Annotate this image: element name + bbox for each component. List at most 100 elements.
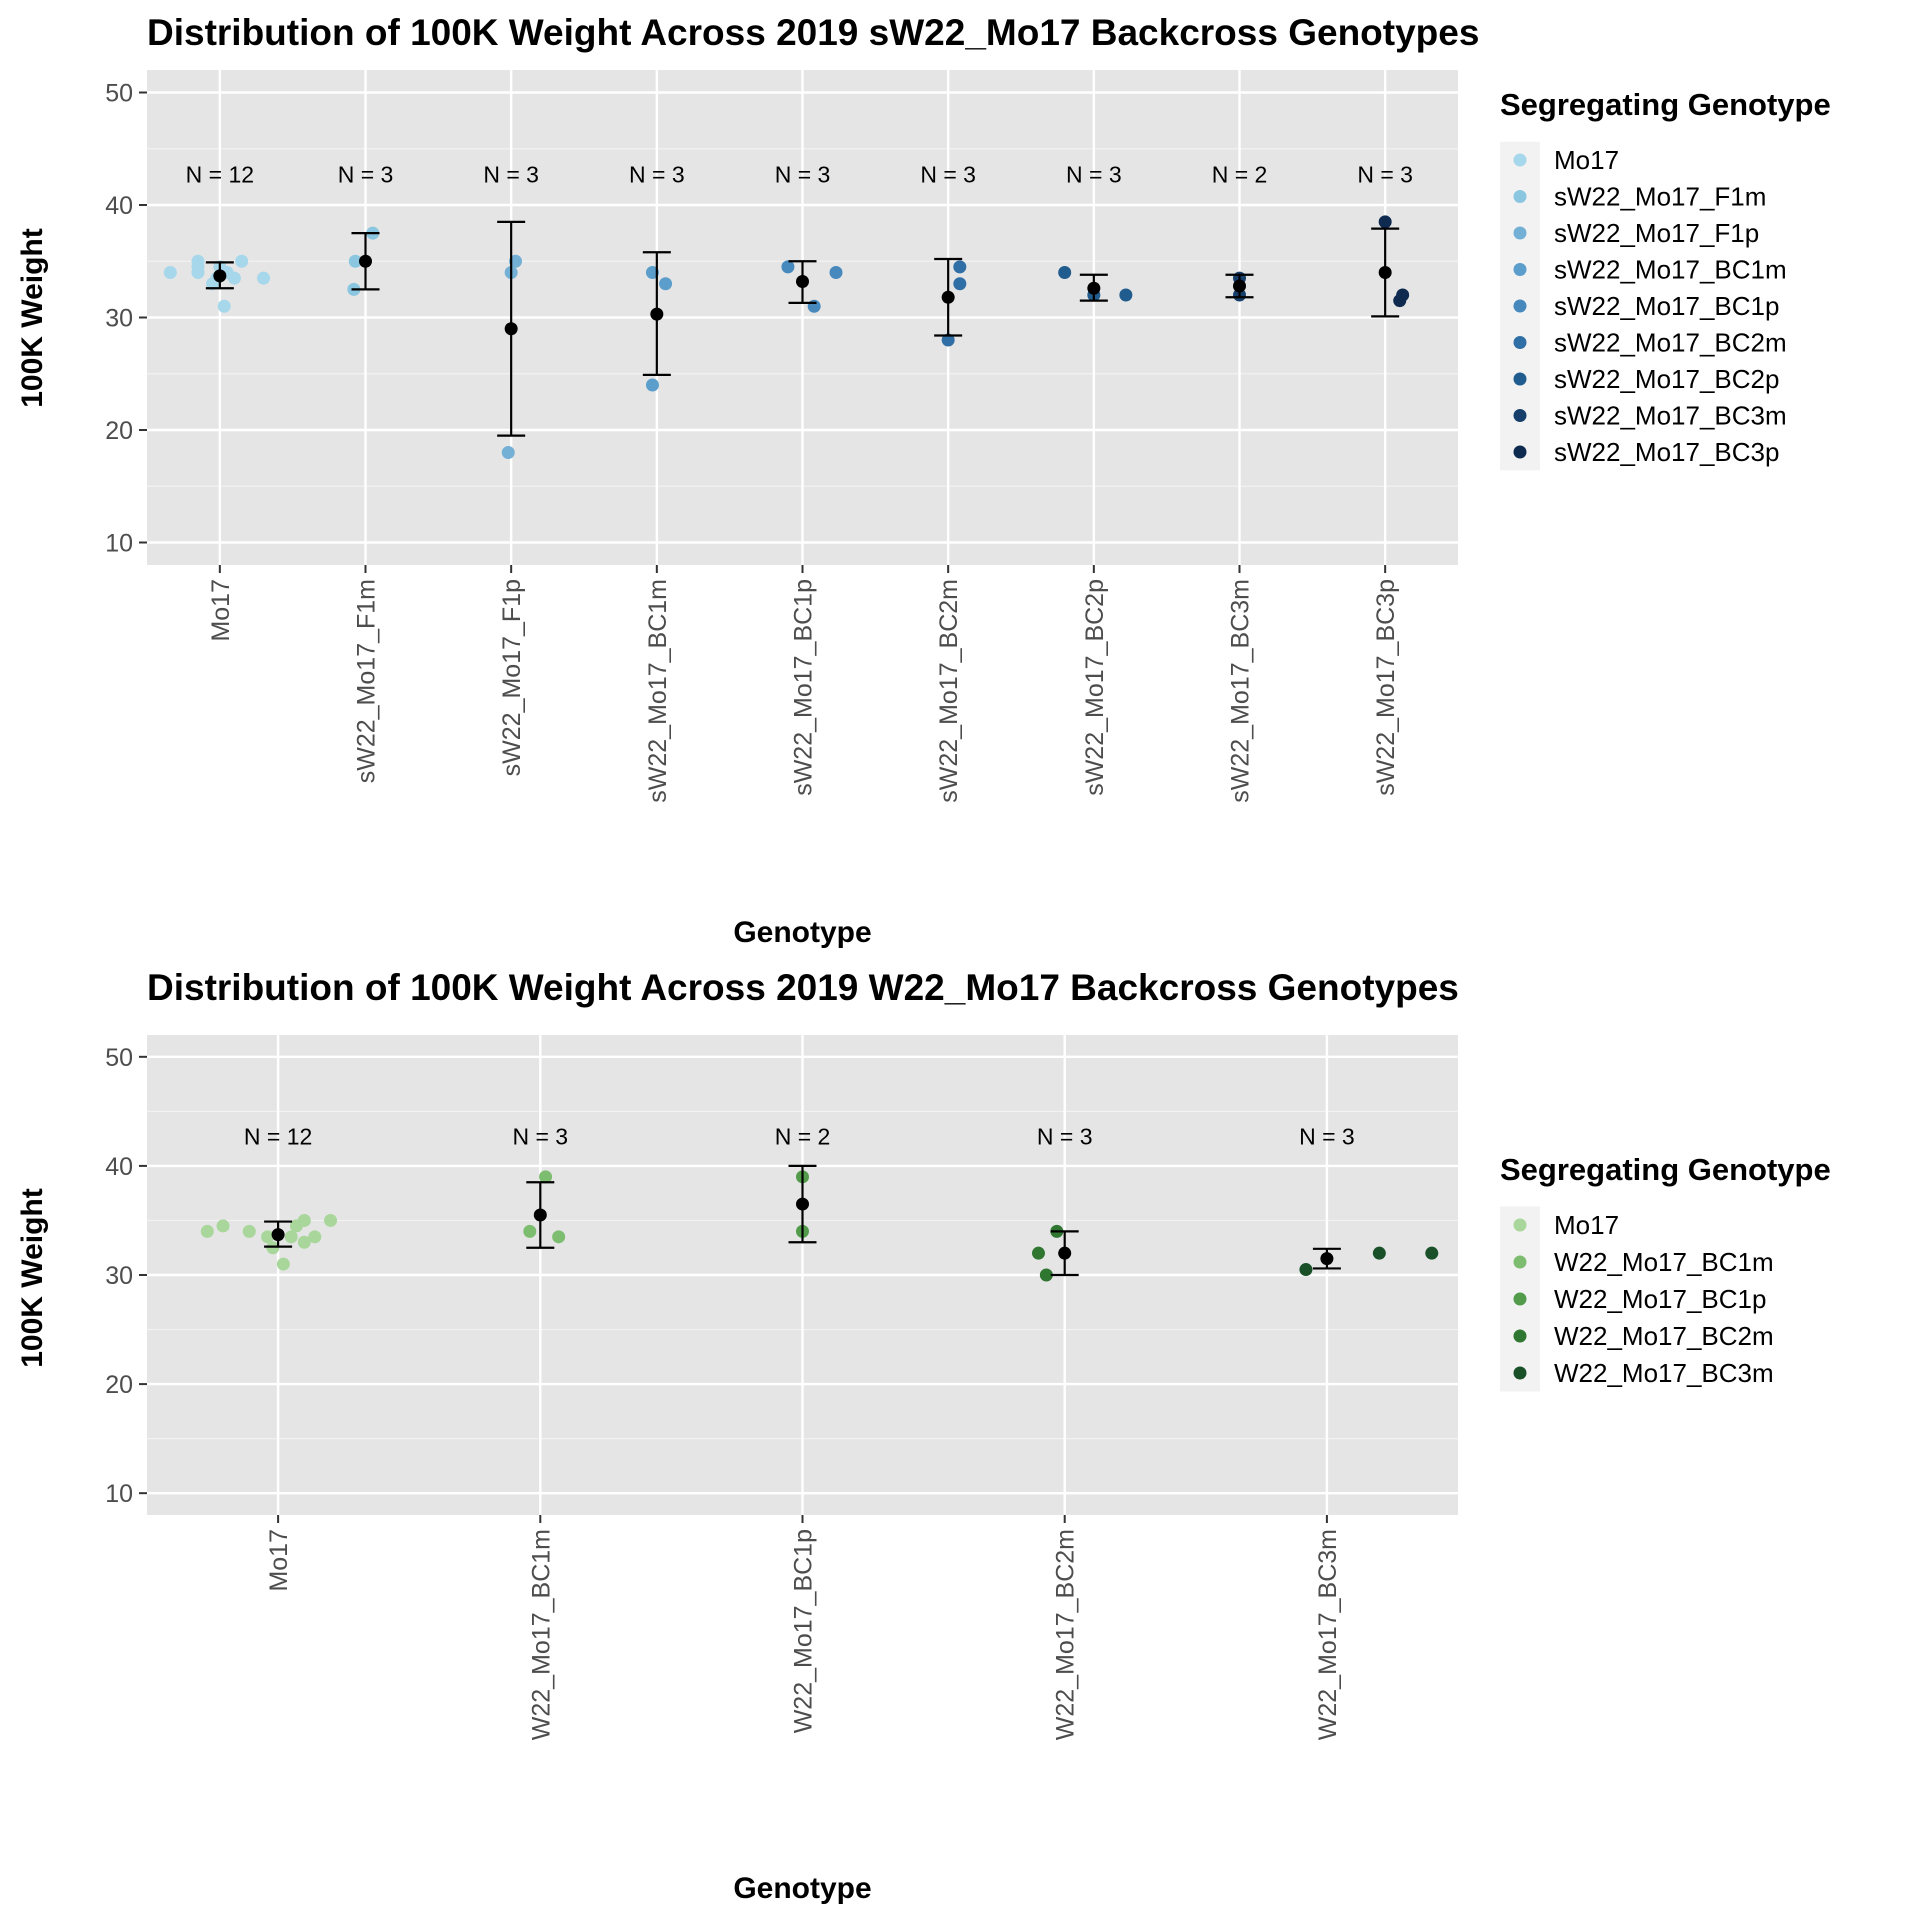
data-point (348, 254, 362, 268)
mean-point (1378, 266, 1392, 279)
legend-key (1513, 153, 1527, 167)
x-tick-label: sW22_Mo17_BC2m (935, 579, 963, 803)
chart-title: Distribution of 100K Weight Across 2019 … (147, 12, 1479, 53)
mean-point (504, 322, 518, 336)
top-chart-svg: Distribution of 100K Weight Across 2019 … (16, 12, 1831, 949)
legend-label: W22_Mo17_BC3m (1554, 1358, 1774, 1388)
n-count-label: N = 3 (629, 162, 685, 188)
data-point (242, 1224, 256, 1238)
data-point (235, 254, 249, 268)
legend-label: sW22_Mo17_F1p (1554, 218, 1759, 248)
data-point (216, 1219, 230, 1233)
legend-key (1513, 263, 1527, 276)
data-point (953, 277, 967, 291)
mean-point (1087, 281, 1101, 295)
data-point (501, 446, 515, 459)
data-point (276, 1257, 290, 1271)
data-point (1119, 288, 1133, 302)
y-tick-label: 20 (105, 417, 133, 445)
mean-point (650, 307, 664, 321)
data-point (308, 1230, 322, 1244)
data-point (509, 254, 523, 268)
x-axis-title: Genotype (733, 1872, 871, 1905)
legend-key (1513, 336, 1527, 349)
n-count-label: N = 3 (1066, 162, 1122, 188)
x-tick-label: sW22_Mo17_BC2p (1081, 579, 1109, 796)
x-tick-label: Mo17 (207, 579, 235, 642)
data-point (261, 1230, 275, 1244)
data-point (1058, 266, 1072, 279)
data-point (1378, 215, 1392, 229)
n-count-label: N = 3 (1037, 1123, 1093, 1149)
mean-point (1058, 1246, 1072, 1260)
x-tick-label: sW22_Mo17_F1m (353, 579, 381, 783)
y-tick-label: 30 (105, 1262, 133, 1290)
data-point (829, 266, 843, 279)
mean-point (213, 269, 227, 283)
x-tick-label: W22_Mo17_BC3m (1314, 1529, 1342, 1740)
data-point (1396, 288, 1410, 302)
bottom-chart-panel: Distribution of 100K Weight Across 2019 … (0, 960, 1920, 1920)
x-tick-label: Mo17 (265, 1529, 293, 1592)
x-tick-label: sW22_Mo17_BC1p (790, 579, 818, 796)
legend-label: sW22_Mo17_BC2m (1554, 328, 1787, 358)
data-point (953, 260, 967, 274)
mean-point (796, 275, 809, 288)
legend-label: W22_Mo17_BC1p (1554, 1284, 1766, 1314)
legend-title: Segregating Genotype (1500, 1152, 1831, 1187)
n-count-label: N = 3 (1299, 1123, 1355, 1149)
x-tick-label: sW22_Mo17_F1p (498, 579, 526, 776)
legend-label: W22_Mo17_BC2m (1554, 1321, 1774, 1351)
n-count-label: N = 3 (483, 162, 539, 188)
legend-key (1513, 190, 1527, 203)
y-axis-title: 100K Weight (16, 228, 49, 408)
top-chart-panel: Distribution of 100K Weight Across 2019 … (16, 12, 1831, 949)
legend-key (1513, 226, 1527, 240)
data-point (659, 277, 673, 291)
n-count-label: N = 12 (186, 162, 254, 188)
legend-key (1513, 1329, 1527, 1343)
legend-key (1513, 1255, 1527, 1269)
legend-key (1513, 1218, 1527, 1232)
x-tick-label: W22_Mo17_BC2m (1052, 1529, 1080, 1740)
data-point (200, 1224, 214, 1238)
data-point (257, 271, 271, 285)
y-tick-label: 50 (105, 80, 133, 108)
n-count-label: N = 2 (1212, 162, 1268, 188)
n-count-label: N = 12 (244, 1123, 312, 1149)
chart-title: Distribution of 100K Weight Across 2019 … (147, 967, 1459, 1008)
legend-key (1513, 372, 1527, 386)
legend-key (1513, 409, 1527, 422)
n-count-label: N = 3 (775, 162, 831, 188)
y-axis-title: 100K Weight (16, 1188, 49, 1368)
mean-point (941, 290, 955, 304)
legend-key (1513, 1366, 1527, 1380)
data-point (297, 1213, 311, 1227)
data-point (645, 266, 659, 279)
n-count-label: N = 3 (920, 162, 976, 188)
mean-point (1320, 1252, 1334, 1266)
legend-key (1513, 1292, 1527, 1306)
x-tick-label: W22_Mo17_BC1p (790, 1529, 818, 1733)
x-tick-label: sW22_Mo17_BC3m (1227, 579, 1255, 803)
y-tick-label: 10 (105, 530, 133, 558)
legend-title: Segregating Genotype (1500, 87, 1831, 122)
n-count-label: N = 2 (775, 1123, 831, 1149)
legend-label: Mo17 (1554, 145, 1619, 175)
data-point (645, 378, 659, 392)
data-point (539, 1170, 553, 1184)
n-count-label: N = 3 (1357, 162, 1413, 188)
data-point (1299, 1263, 1313, 1277)
data-point (217, 299, 231, 313)
x-tick-label: sW22_Mo17_BC1m (644, 579, 672, 803)
data-point (552, 1230, 566, 1244)
data-point (191, 266, 205, 279)
mean-point (533, 1208, 547, 1222)
mean-point (359, 254, 372, 268)
y-tick-label: 20 (105, 1371, 133, 1399)
data-point (297, 1235, 311, 1249)
legend-label: sW22_Mo17_BC2p (1554, 364, 1779, 394)
legend-label: sW22_Mo17_BC1p (1554, 291, 1779, 321)
mean-point (796, 1197, 809, 1211)
y-tick-label: 40 (105, 1153, 133, 1181)
